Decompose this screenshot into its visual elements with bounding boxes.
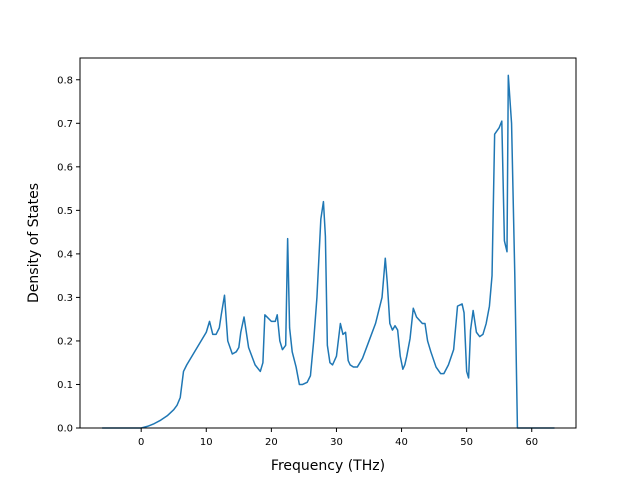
x-tick-label: 50	[460, 437, 473, 448]
x-tick-label: 20	[265, 437, 278, 448]
y-tick-label: 0.5	[57, 206, 73, 217]
y-tick-label: 0.8	[57, 75, 73, 86]
x-tick-label: 0	[138, 437, 144, 448]
y-axis-ticks: 0.0 0.1 0.2 0.3 0.4 0.5 0.6 0.7 0.8	[57, 75, 80, 435]
x-axis-label: Frequency (THz)	[271, 458, 385, 474]
y-tick-label: 0.4	[57, 249, 73, 260]
x-tick-label: 30	[330, 437, 343, 448]
plot-background	[80, 58, 576, 428]
y-tick-label: 0.0	[57, 424, 73, 435]
y-tick-label: 0.7	[57, 119, 73, 130]
x-axis-ticks: 0 10 20 30 40 50 60	[138, 428, 538, 448]
curve-layer	[102, 74, 555, 429]
y-axis-label: Density of States	[26, 183, 42, 303]
y-tick-label: 0.2	[57, 336, 73, 347]
x-tick-label: 10	[200, 437, 213, 448]
x-tick-label: 40	[395, 437, 408, 448]
plot-frame	[79, 57, 577, 429]
dos-line	[102, 74, 555, 429]
x-tick-label: 60	[525, 437, 538, 448]
y-tick-label: 0.1	[57, 380, 73, 391]
y-tick-label: 0.6	[57, 162, 73, 173]
y-tick-label: 0.3	[57, 293, 73, 304]
